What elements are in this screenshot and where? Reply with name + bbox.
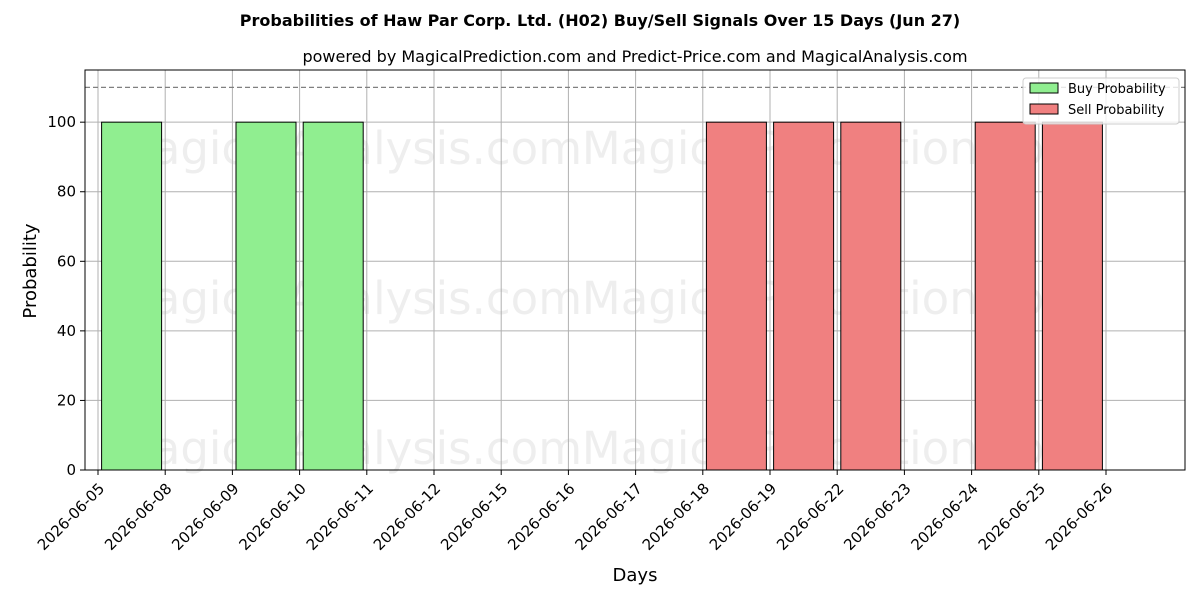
sell-bar — [974, 121, 1036, 471]
buy-bar — [101, 121, 163, 471]
sell-bar — [840, 121, 902, 471]
axis-layer: 0204060801002026-06-052026-06-082026-06-… — [34, 113, 1116, 554]
x-tick-label: 2026-06-08 — [101, 480, 175, 554]
x-tick-label: 2026-06-16 — [504, 480, 578, 554]
legend-label-sell: Sell Probability — [1068, 103, 1165, 118]
x-tick-label: 2026-06-15 — [437, 480, 511, 554]
chart-subtitle: powered by MagicalPrediction.com and Pre… — [302, 47, 967, 66]
x-tick-label: 2026-06-11 — [303, 480, 377, 554]
chart-title: Probabilities of Haw Par Corp. Ltd. (H02… — [240, 11, 960, 30]
sell-bar — [705, 121, 767, 471]
y-tick-label: 100 — [47, 113, 76, 131]
x-tick-label: 2026-06-23 — [840, 480, 914, 554]
x-tick-label: 2026-06-18 — [639, 480, 713, 554]
x-tick-label: 2026-06-22 — [773, 480, 847, 554]
x-axis-label: Days — [613, 565, 658, 586]
y-tick-label: 0 — [66, 461, 76, 479]
x-tick-label: 2026-06-09 — [168, 480, 242, 554]
x-tick-label: 2026-06-24 — [907, 480, 981, 554]
legend-swatch-sell — [1029, 103, 1059, 115]
y-tick-label: 60 — [57, 252, 76, 270]
legend-label-buy: Buy Probability — [1068, 82, 1166, 97]
buy-bar — [235, 121, 297, 471]
x-tick-label: 2026-06-26 — [1042, 480, 1116, 554]
legend: Buy Probability Sell Probability — [1022, 77, 1180, 125]
x-tick-label: 2026-06-10 — [235, 480, 309, 554]
y-tick-label: 40 — [57, 322, 76, 340]
sell-bar — [773, 121, 835, 471]
x-tick-label: 2026-06-17 — [571, 480, 645, 554]
y-tick-label: 20 — [57, 391, 76, 409]
y-axis-label: Probability — [20, 223, 41, 318]
x-tick-label: 2026-06-12 — [370, 480, 444, 554]
y-tick-label: 80 — [57, 183, 76, 201]
x-tick-label: 2026-06-05 — [34, 480, 108, 554]
plot-frame — [84, 69, 1186, 471]
sell-bar — [1041, 121, 1103, 471]
legend-swatch-buy — [1029, 82, 1059, 94]
x-tick-label: 2026-06-19 — [706, 480, 780, 554]
legend-box — [1022, 77, 1180, 125]
buy-bar — [302, 121, 364, 471]
x-tick-label: 2026-06-25 — [975, 480, 1049, 554]
